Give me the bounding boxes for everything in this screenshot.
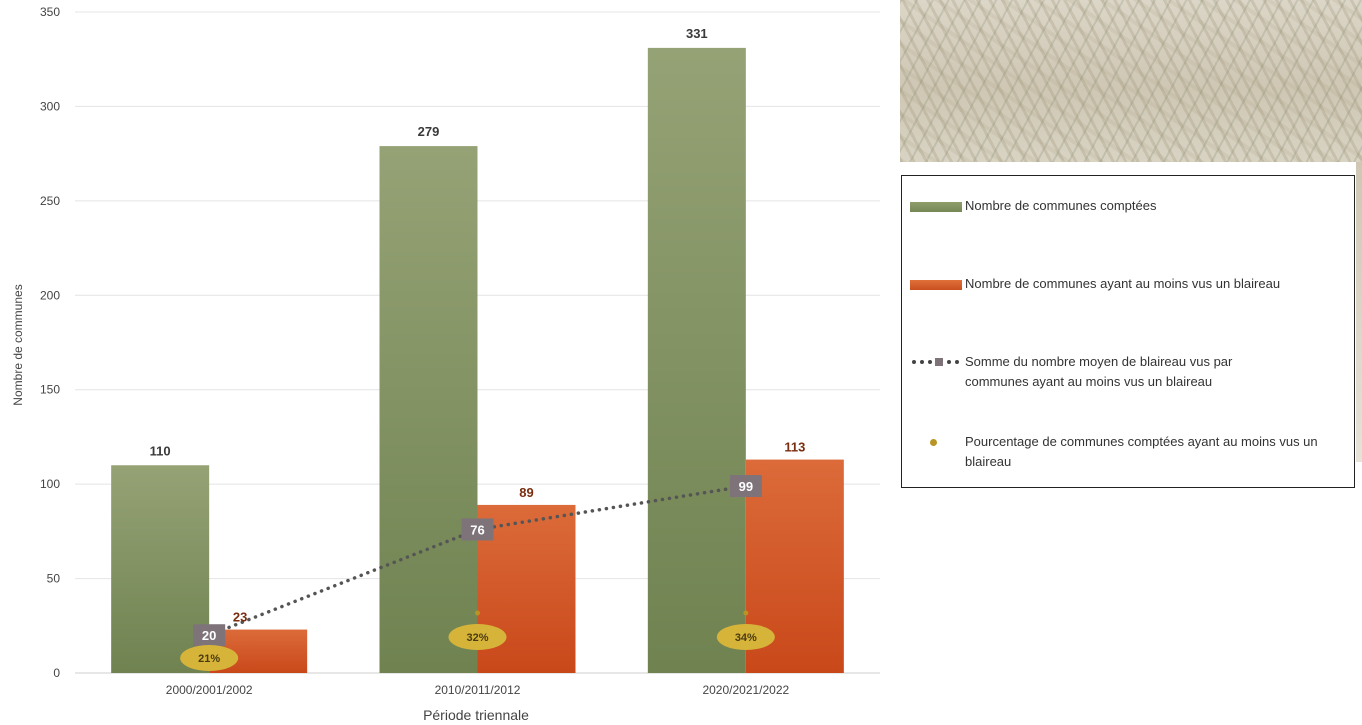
- percentage-dot: [743, 610, 749, 616]
- y-tick-label: 150: [40, 383, 60, 397]
- legend-label: Nombre de communes ayant au moins vus un…: [965, 276, 1281, 291]
- y-tick-label: 350: [40, 5, 60, 19]
- data-label-green: 279: [418, 124, 440, 139]
- y-tick-label: 0: [53, 666, 60, 680]
- y-axis: 0 50 100 150 200 250 300 350: [40, 5, 60, 680]
- data-label-orange: 89: [519, 485, 533, 500]
- legend-label: Somme du nombre moyen de blaireau vus pa…: [965, 354, 1233, 389]
- y-tick-label: 300: [40, 99, 60, 113]
- y-tick-label: 50: [47, 572, 61, 586]
- y-tick-label: 200: [40, 288, 60, 302]
- percentage-label: 32%: [466, 632, 488, 644]
- background-photo-edge: [1356, 162, 1362, 462]
- legend-label: Nombre de communes comptées: [965, 198, 1157, 213]
- x-tick-label: 2010/2011/2012: [435, 683, 521, 697]
- data-label-orange: 113: [784, 440, 805, 455]
- legend: Nombre de communes comptées Nombre de co…: [901, 175, 1355, 488]
- y-tick-label: 100: [40, 477, 60, 491]
- legend-swatch-orange: [910, 280, 962, 290]
- legend-swatch-green: [910, 202, 962, 212]
- percentage-marker: [180, 645, 239, 671]
- legend-swatch-dotted-line: [912, 358, 959, 366]
- x-axis: 2000/2001/2002 2010/2011/2012 2020/2021/20…: [166, 683, 790, 697]
- bar-communes-comptees: [647, 47, 746, 673]
- line-point-label: 20: [202, 628, 216, 643]
- data-label-orange: 23: [233, 610, 247, 625]
- data-labels: 110 23 21% 279 89 32% 331 113 34%: [150, 26, 805, 671]
- data-label-green: 331: [686, 26, 708, 41]
- bar-chart: 0 50 100 150 200 250 300 350 20 76 99 110 23 21% 279…: [11, 5, 880, 723]
- x-axis-label: Période triennale: [423, 707, 529, 723]
- bar-communes-comptees: [111, 465, 210, 673]
- percentage-dot: [475, 610, 480, 616]
- x-tick-label: 2020/2021/2022: [702, 683, 789, 697]
- bars: [111, 47, 844, 674]
- y-tick-label: 250: [40, 194, 60, 208]
- x-tick-label: 2000/2001/2002: [166, 683, 253, 697]
- dotted-series-line: [207, 484, 748, 637]
- y-axis-label: Nombre de communes: [11, 284, 25, 405]
- percentage-marker: [716, 624, 775, 650]
- percentage-marker: [448, 624, 507, 650]
- line-point-marker: [729, 475, 762, 498]
- data-label-green: 110: [150, 443, 171, 458]
- line-point-label: 99: [739, 479, 753, 494]
- line-point-marker: [461, 518, 494, 541]
- legend-swatch-gold-marker: [930, 439, 937, 446]
- background-photo: [900, 0, 1362, 162]
- bar-communes-comptees: [379, 146, 478, 674]
- percentage-label: 34%: [735, 632, 757, 644]
- line-point-label: 76: [470, 522, 484, 537]
- legend-label: Pourcentage de communes comptées ayant a…: [965, 434, 1318, 469]
- dotted-line-series: 20 76 99: [193, 475, 762, 647]
- line-point-marker: [193, 624, 226, 647]
- percentage-label: 21%: [198, 653, 220, 665]
